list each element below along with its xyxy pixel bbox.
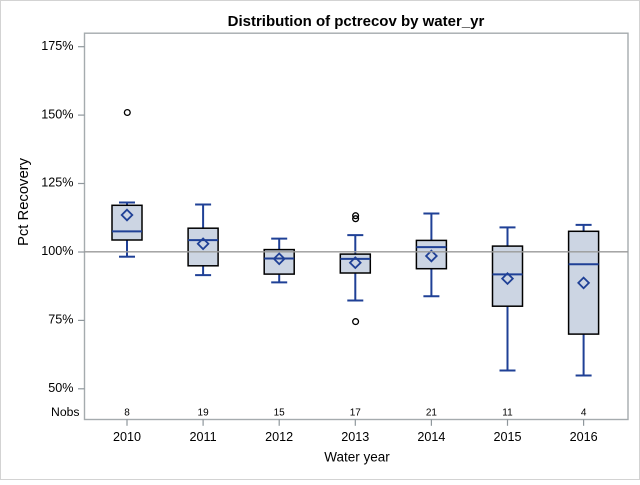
svg-text:2011: 2011: [190, 430, 217, 444]
svg-text:17: 17: [350, 407, 362, 418]
svg-text:11: 11: [502, 407, 513, 418]
svg-text:150%: 150%: [41, 107, 73, 121]
svg-text:15: 15: [274, 407, 286, 418]
svg-text:100%: 100%: [41, 244, 73, 258]
svg-text:2012: 2012: [265, 430, 293, 444]
svg-text:19: 19: [198, 407, 210, 418]
svg-text:175%: 175%: [41, 39, 73, 53]
svg-text:2010: 2010: [113, 430, 141, 444]
svg-text:Distribution of pctrecov by wa: Distribution of pctrecov by water_yr: [228, 13, 485, 30]
svg-text:Pct Recovery: Pct Recovery: [16, 157, 32, 246]
svg-text:2016: 2016: [570, 430, 598, 444]
svg-text:2014: 2014: [417, 430, 445, 444]
svg-text:Water year: Water year: [324, 450, 390, 465]
svg-text:50%: 50%: [48, 381, 73, 395]
svg-text:4: 4: [581, 407, 587, 418]
svg-text:Nobs: Nobs: [51, 405, 79, 419]
svg-text:75%: 75%: [48, 313, 73, 327]
svg-text:8: 8: [124, 407, 130, 418]
svg-text:125%: 125%: [41, 176, 73, 190]
svg-text:2015: 2015: [493, 430, 521, 444]
svg-text:2013: 2013: [341, 430, 369, 444]
svg-text:21: 21: [426, 407, 438, 418]
